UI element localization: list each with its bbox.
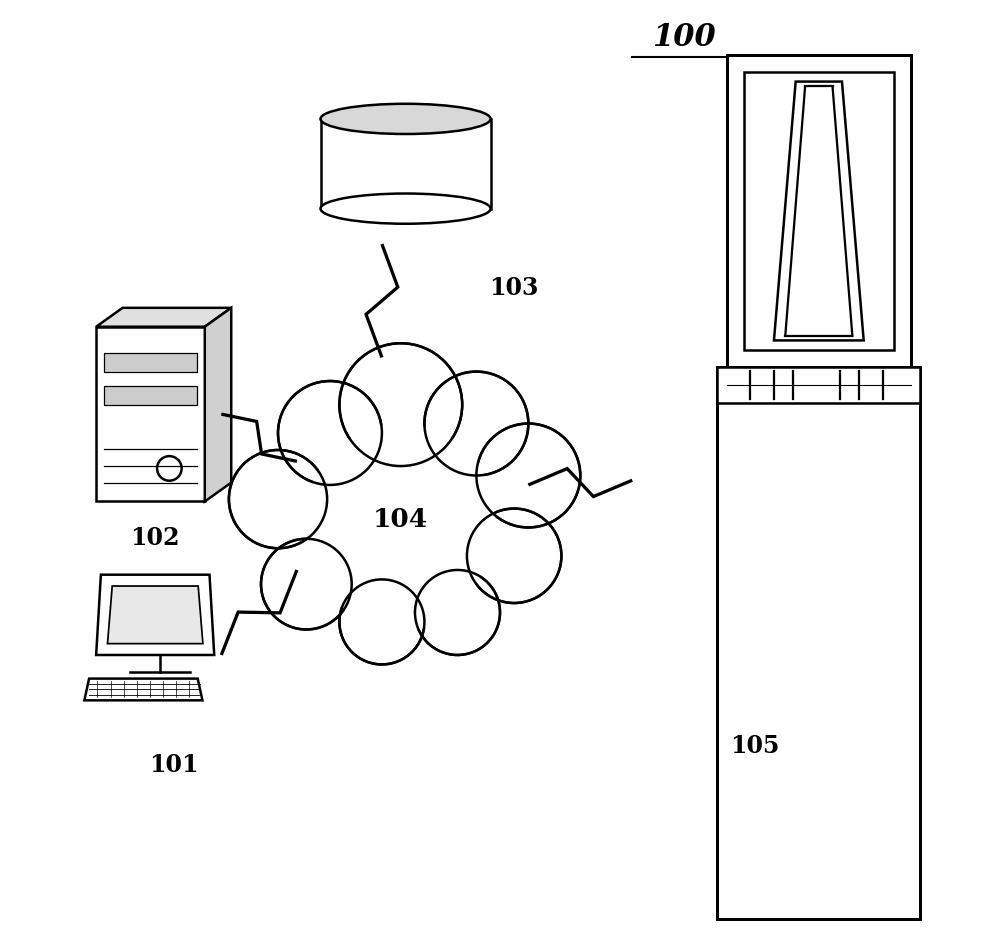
Ellipse shape xyxy=(321,105,491,135)
Text: 102: 102 xyxy=(130,526,180,549)
Ellipse shape xyxy=(321,194,491,225)
Polygon shape xyxy=(744,73,894,350)
Polygon shape xyxy=(774,83,864,341)
Polygon shape xyxy=(717,367,920,920)
Circle shape xyxy=(339,580,424,664)
Circle shape xyxy=(424,372,528,476)
Circle shape xyxy=(306,424,495,613)
Text: 101: 101 xyxy=(149,752,199,776)
Text: 104: 104 xyxy=(373,506,428,531)
Circle shape xyxy=(278,382,382,486)
Polygon shape xyxy=(96,327,205,502)
Circle shape xyxy=(467,509,561,604)
Text: 103: 103 xyxy=(489,275,539,299)
Circle shape xyxy=(339,344,462,466)
Text: 100: 100 xyxy=(652,22,716,52)
Polygon shape xyxy=(104,387,197,406)
Circle shape xyxy=(229,450,327,548)
Polygon shape xyxy=(96,575,214,655)
Polygon shape xyxy=(107,586,203,644)
Polygon shape xyxy=(717,367,920,404)
Text: 105: 105 xyxy=(730,733,780,757)
Circle shape xyxy=(316,462,486,632)
Polygon shape xyxy=(96,308,231,327)
Polygon shape xyxy=(84,679,202,701)
Circle shape xyxy=(261,539,352,630)
Circle shape xyxy=(297,415,505,623)
Polygon shape xyxy=(205,308,231,502)
Polygon shape xyxy=(104,354,197,372)
Circle shape xyxy=(476,424,580,528)
Circle shape xyxy=(415,570,500,655)
Polygon shape xyxy=(321,120,491,209)
Polygon shape xyxy=(727,56,911,367)
